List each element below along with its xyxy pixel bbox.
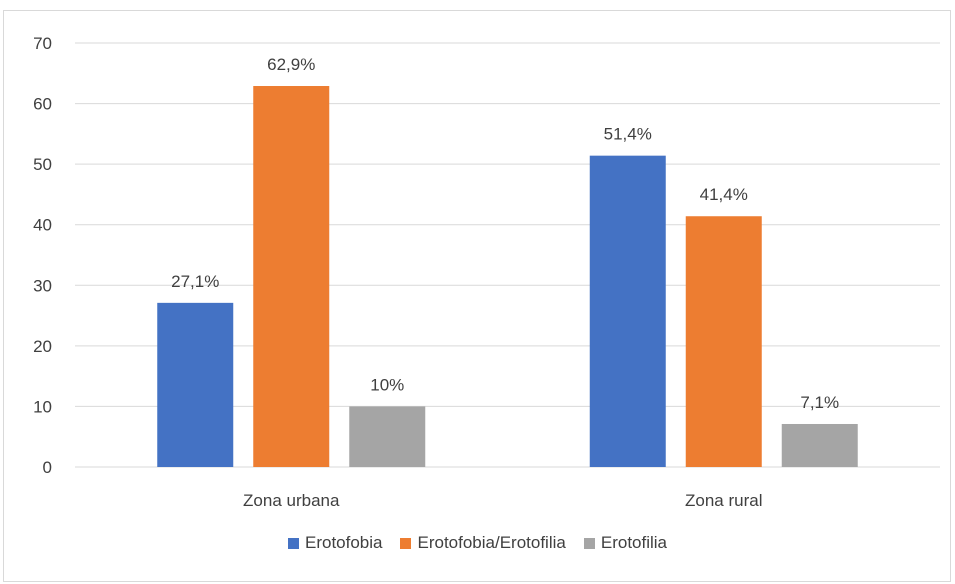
bar: [589, 155, 666, 468]
data-label: 27,1%: [171, 272, 219, 291]
data-label: 41,4%: [700, 185, 748, 204]
y-tick-label: 30: [33, 276, 52, 295]
legend-item-erotofilia: Erotofilia: [583, 533, 667, 553]
chart-area: [3, 10, 951, 582]
legend-swatch: [287, 537, 299, 549]
y-axis: 0 10 20 30 40 50 60 70: [33, 34, 52, 477]
y-tick-label: 50: [33, 155, 52, 174]
y-tick-label: 40: [33, 216, 52, 235]
category-label: Zona urbana: [243, 491, 340, 510]
category-label: Zona rural: [685, 491, 762, 510]
legend-label: Erotofobia: [304, 533, 383, 552]
bar: [781, 423, 858, 467]
legend-label: Erotofilia: [600, 533, 667, 552]
legend-swatch: [400, 537, 412, 549]
bar: [685, 216, 762, 467]
legend-swatch: [583, 537, 595, 549]
y-tick-label: 10: [33, 397, 52, 416]
bar: [157, 302, 234, 467]
data-label: 7,1%: [800, 393, 839, 412]
bar: [349, 406, 426, 467]
y-tick-label: 20: [33, 337, 52, 356]
data-label: 51,4%: [604, 125, 652, 144]
x-axis: Zona urbana Zona rural: [243, 491, 762, 510]
y-tick-label: 60: [33, 95, 52, 114]
legend: Erotofobia Erotofobia/Erotofilia Erotofi…: [0, 528, 955, 558]
y-tick-label: 0: [43, 458, 52, 477]
legend-item-erotofobia: Erotofobia: [287, 533, 383, 553]
data-labels: 27,1% 62,9% 10% 51,4% 41,4% 7,1%: [171, 55, 839, 412]
bar: [253, 86, 330, 468]
legend-label: Erotofobia/Erotofilia: [417, 533, 566, 552]
y-tick-label: 70: [33, 34, 52, 53]
data-label: 10%: [370, 375, 404, 394]
bars: [157, 86, 858, 468]
legend-item-erotofobia-erotofilia: Erotofobia/Erotofilia: [400, 533, 566, 553]
data-label: 62,9%: [267, 55, 315, 74]
